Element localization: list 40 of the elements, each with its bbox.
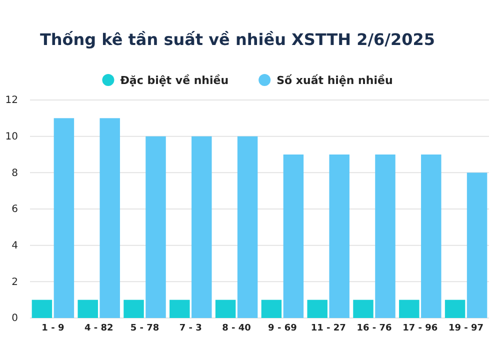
x-tick-label: 17 - 96 bbox=[402, 323, 438, 334]
bar bbox=[399, 300, 420, 318]
bar bbox=[307, 300, 328, 318]
bar bbox=[329, 154, 350, 318]
x-tick-label: 9 - 69 bbox=[268, 323, 297, 334]
y-tick-label: 4 bbox=[12, 240, 18, 252]
bar bbox=[421, 154, 442, 318]
x-tick-label: 7 - 3 bbox=[179, 323, 202, 334]
bar bbox=[283, 154, 304, 318]
y-tick-label: 2 bbox=[12, 276, 18, 288]
x-tick-label: 5 - 78 bbox=[130, 323, 160, 334]
bar bbox=[146, 136, 166, 318]
bar bbox=[375, 154, 396, 318]
bar bbox=[466, 172, 488, 318]
bar bbox=[353, 300, 374, 318]
bar bbox=[170, 300, 190, 318]
bar bbox=[78, 300, 98, 318]
bar bbox=[444, 300, 466, 318]
y-tick-label: 10 bbox=[5, 132, 18, 143]
bar bbox=[54, 118, 74, 318]
x-tick-label: 8 - 40 bbox=[222, 323, 251, 334]
legend-label: Đặc biệt về nhiều bbox=[120, 74, 229, 87]
x-tick-label: 16 - 76 bbox=[356, 323, 392, 334]
bar bbox=[32, 300, 52, 318]
x-tick-label: 4 - 82 bbox=[84, 323, 114, 334]
y-tick-label: 8 bbox=[12, 168, 18, 179]
y-tick-label: 0 bbox=[12, 313, 18, 324]
bar bbox=[192, 136, 212, 318]
y-tick-label: 6 bbox=[12, 204, 18, 216]
chart-title: Thống kê tần suất về nhiều XSTTH 2/6/2025 bbox=[40, 30, 436, 49]
bar bbox=[215, 300, 236, 318]
bar bbox=[124, 300, 144, 318]
bar bbox=[100, 118, 120, 318]
y-tick-label: 12 bbox=[5, 95, 18, 106]
bar bbox=[261, 300, 282, 318]
x-tick-label: 11 - 27 bbox=[310, 323, 346, 334]
x-tick-label: 1 - 9 bbox=[42, 323, 64, 334]
legend-label: Số xuất hiện nhiều bbox=[276, 74, 393, 87]
x-tick-label: 19 - 97 bbox=[448, 323, 484, 334]
bar bbox=[237, 136, 258, 318]
